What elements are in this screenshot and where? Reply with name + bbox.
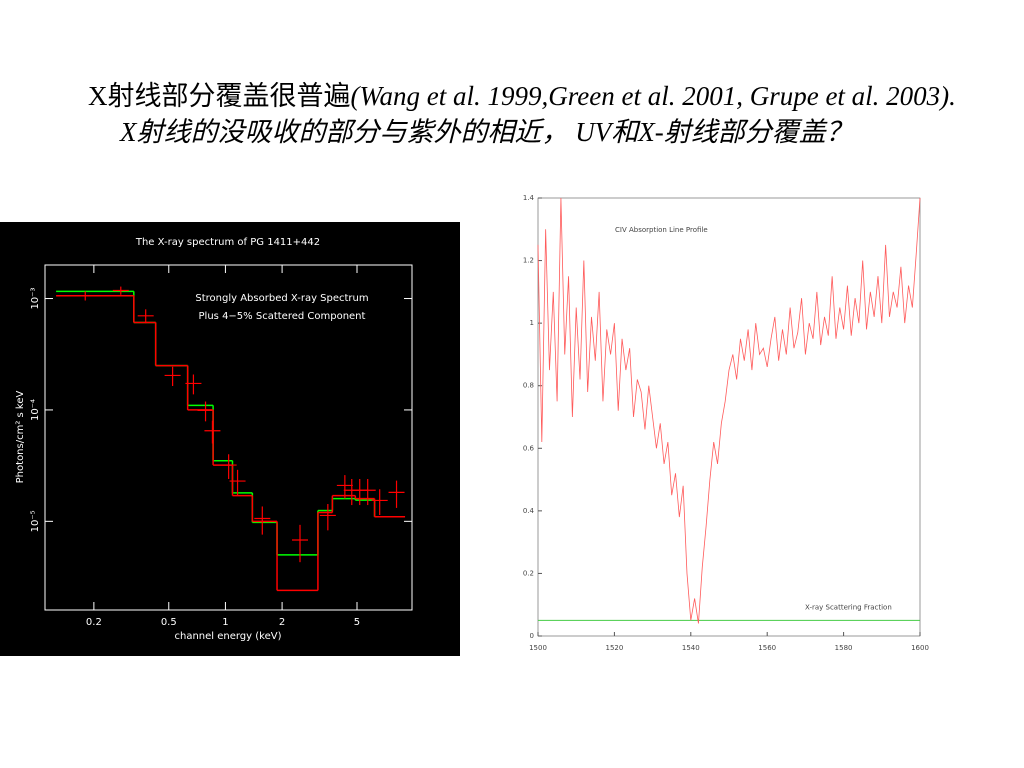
reference-label: X-ray Scattering Fraction	[805, 603, 892, 611]
x-tick-label: 0.5	[161, 617, 177, 628]
x-tick-label: 1	[222, 617, 228, 628]
y-tick-label: 1.4	[523, 194, 535, 202]
y-axis-label: Photons/cm² s keV	[15, 390, 26, 483]
x-tick-label: 1580	[835, 644, 853, 652]
plot-frame	[537, 197, 921, 637]
y-tick-label: 0.6	[523, 444, 535, 452]
x-tick-label: 0.2	[86, 617, 102, 628]
plot-frame	[44, 264, 413, 611]
x-tick-label: 5	[354, 617, 360, 628]
y-tick-label: 10⁻⁵	[30, 510, 41, 532]
annotation: CIV Absorption Line Profile	[615, 226, 708, 234]
y-tick-label: 10⁻⁴	[30, 399, 41, 421]
xray-spectrum-chart: The X-ray spectrum of PG 1411+442 Strongl…	[0, 222, 460, 656]
x-tick-label: 1540	[682, 644, 700, 652]
y-tick-label: 0.2	[523, 569, 534, 577]
x-tick-label: 1560	[758, 644, 776, 652]
y-tick-label: 1	[530, 319, 534, 327]
y-tick-label: 0.4	[523, 507, 535, 515]
x-tick-label: 1600	[911, 644, 929, 652]
annotation: Plus 4−5% Scattered Component	[199, 311, 366, 322]
civ-profile-chart: 1500 1520 1540 1560 1580 1600 0 0.2 0.4 0.6 0.8 1 1.…	[523, 194, 929, 652]
y-tick-label: 1.2	[523, 257, 534, 265]
y-tick-label: 0.8	[523, 382, 534, 390]
x-tick-label: 1500	[529, 644, 547, 652]
y-tick-label: 10⁻³	[30, 288, 41, 310]
profile-line	[537, 197, 921, 624]
chart-title: The X-ray spectrum of PG 1411+442	[135, 237, 320, 248]
annotation: Strongly Absorbed X-ray Spectrum	[195, 293, 368, 304]
y-tick-label: 0	[530, 632, 534, 640]
heading-text: (Wang et al. 1999,Green et al. 2001, Gru…	[120, 81, 956, 147]
heading-text: X射线部分覆盖很普遍	[88, 81, 351, 111]
x-tick-label: 2	[279, 617, 285, 628]
heading: X射线部分覆盖很普遍(Wang et al. 1999,Green et al.…	[88, 78, 970, 150]
x-tick-label: 1520	[605, 644, 623, 652]
x-axis-label: channel energy (keV)	[174, 631, 281, 642]
